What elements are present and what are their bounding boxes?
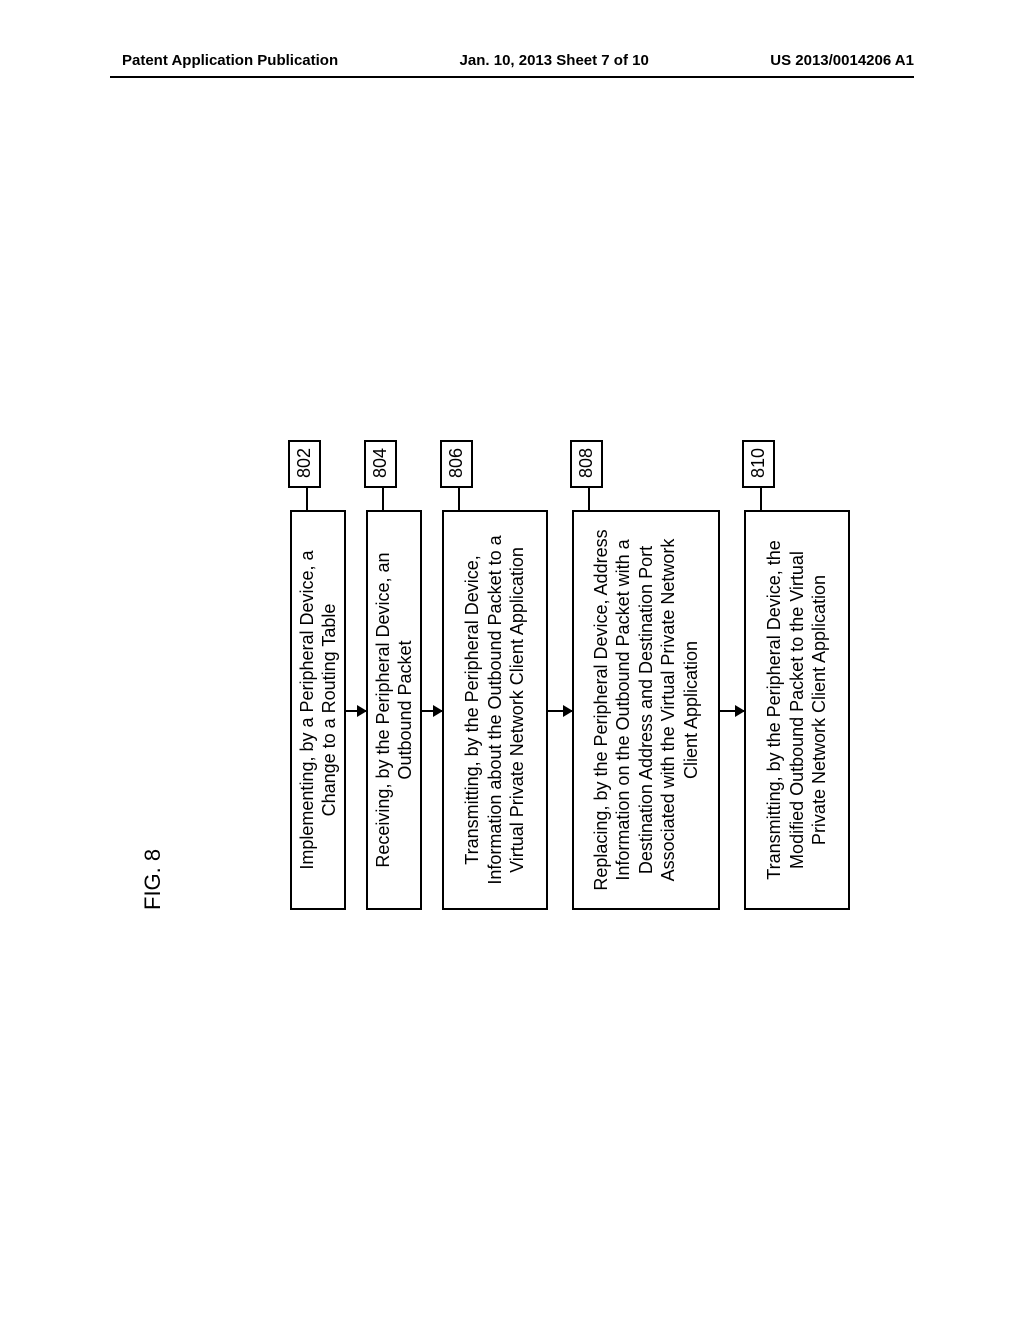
num-connector [306, 488, 308, 510]
flow-arrow [422, 710, 442, 712]
flow-box-wrap: Replacing, by the Peripheral Device, Add… [572, 510, 720, 910]
num-connector [760, 488, 762, 510]
header-left: Patent Application Publication [122, 52, 338, 69]
flow-step: Transmitting, by the Peripheral Device, … [442, 390, 548, 910]
header-rule [110, 76, 914, 78]
step-number: 806 [440, 440, 473, 488]
flow-step: Implementing, by a Peripheral Device, a … [290, 390, 346, 910]
flow-arrow [548, 710, 572, 712]
flow-box-wrap: Transmitting, by the Peripheral Device, … [744, 510, 850, 910]
step-number: 804 [364, 440, 397, 488]
step-number: 810 [742, 440, 775, 488]
step-number: 802 [288, 440, 321, 488]
flow-box: Transmitting, by the Peripheral Device, … [744, 510, 850, 910]
flow-arrow [346, 710, 366, 712]
flow-box-wrap: Receiving, by the Peripheral Device, an … [366, 510, 422, 910]
flow-box: Transmitting, by the Peripheral Device, … [442, 510, 548, 910]
num-connector [458, 488, 460, 510]
flow-arrow [720, 710, 744, 712]
step-number: 808 [570, 440, 603, 488]
num-connector [382, 488, 384, 510]
flowchart: Implementing, by a Peripheral Device, a … [290, 390, 850, 910]
num-connector [588, 488, 590, 510]
flow-box: Implementing, by a Peripheral Device, a … [290, 510, 346, 910]
flow-box-wrap: Transmitting, by the Peripheral Device, … [442, 510, 548, 910]
figure-label: FIG. 8 [140, 849, 166, 910]
flow-step: Replacing, by the Peripheral Device, Add… [572, 390, 720, 910]
flow-step: Receiving, by the Peripheral Device, an … [366, 390, 422, 910]
flow-strip: Implementing, by a Peripheral Device, a … [290, 390, 850, 910]
header-center: Jan. 10, 2013 Sheet 7 of 10 [460, 52, 649, 69]
flow-box: Replacing, by the Peripheral Device, Add… [572, 510, 720, 910]
flow-box: Receiving, by the Peripheral Device, an … [366, 510, 422, 910]
header-right: US 2013/0014206 A1 [770, 52, 914, 69]
flow-step: Transmitting, by the Peripheral Device, … [744, 390, 850, 910]
page-header: Patent Application Publication Jan. 10, … [0, 52, 1024, 69]
flow-box-wrap: Implementing, by a Peripheral Device, a … [290, 510, 346, 910]
